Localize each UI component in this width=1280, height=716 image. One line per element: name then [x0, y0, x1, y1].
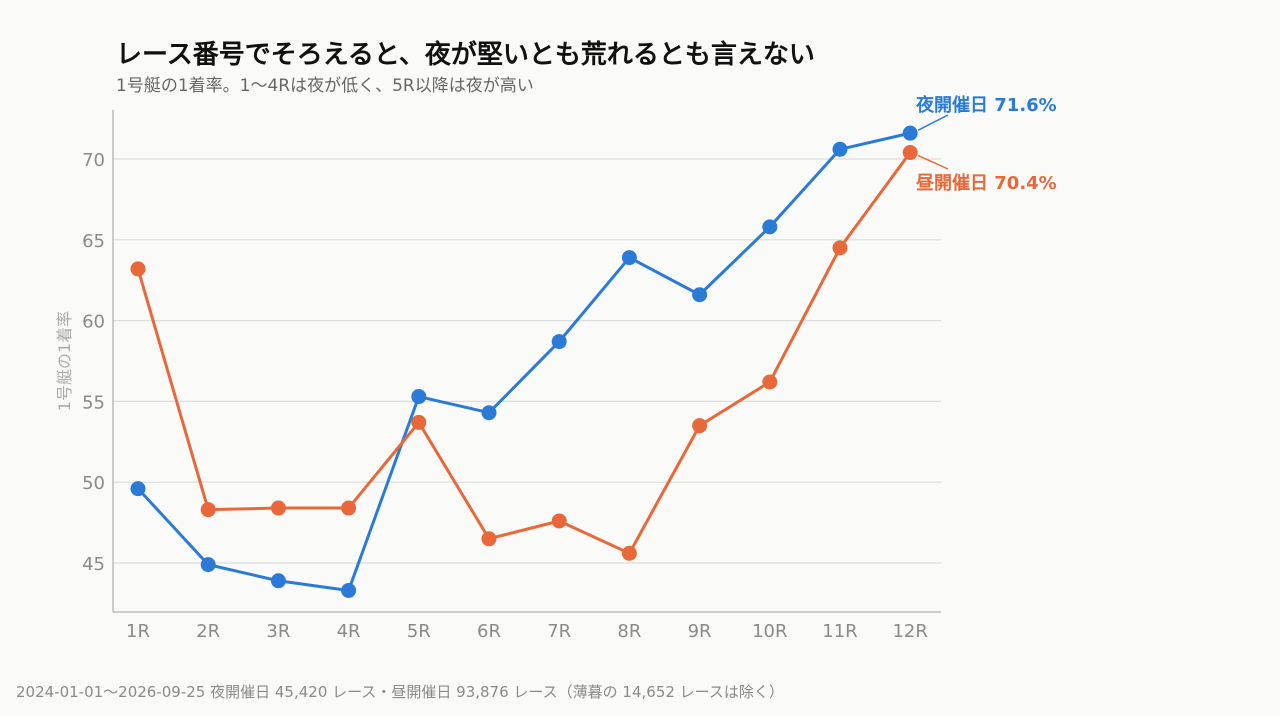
y-tick-label: 45: [82, 554, 105, 575]
y-tick-label: 50: [82, 473, 105, 494]
x-tick-label: 1R: [126, 621, 150, 642]
data-point: [551, 513, 567, 529]
data-point: [481, 405, 497, 421]
data-point: [200, 557, 216, 573]
data-point: [130, 261, 146, 277]
data-point: [411, 414, 427, 430]
y-tick-label: 55: [82, 392, 105, 413]
x-tick-label: 3R: [266, 621, 290, 642]
data-point: [551, 334, 567, 350]
data-point: [762, 219, 778, 235]
x-tick-label: 5R: [407, 621, 431, 642]
series-group: [130, 125, 918, 598]
data-point: [902, 125, 918, 141]
y-axis-label: 1号艇の1着率: [55, 311, 74, 411]
end-label-leader: [917, 114, 949, 131]
series-line: [136, 151, 912, 555]
data-point: [692, 418, 708, 434]
end-label-leader: [917, 154, 949, 170]
x-tick-label: 7R: [547, 621, 571, 642]
y-tick-label: 65: [82, 231, 105, 252]
end-labels: 夜開催日 71.6% 昼開催日 70.4%: [915, 94, 1057, 194]
data-point: [832, 141, 848, 157]
x-tick-label: 12R: [892, 621, 927, 642]
x-tick-label: 10R: [752, 621, 787, 642]
series-day: [130, 145, 918, 561]
data-point: [411, 389, 427, 405]
data-point: [621, 545, 637, 561]
series-line: [136, 131, 911, 592]
footer-note: 2024-01-01〜2026-09-25 夜開催日 45,420 レース・昼開…: [16, 683, 784, 701]
data-point: [902, 145, 918, 161]
x-tick-label: 9R: [688, 621, 712, 642]
x-tick-label: 6R: [477, 621, 501, 642]
x-tick-label: 2R: [196, 621, 220, 642]
data-point: [832, 240, 848, 256]
data-point: [481, 531, 497, 547]
data-point: [270, 500, 286, 516]
x-tick-label: 4R: [337, 621, 361, 642]
data-point: [621, 250, 637, 266]
grid-lines: [113, 158, 941, 564]
data-point: [762, 374, 778, 390]
x-tick-label: 11R: [822, 621, 857, 642]
data-point: [130, 481, 146, 497]
data-point: [341, 582, 357, 598]
chart-title: レース番号でそろえると、夜が堅いとも荒れるとも言えない: [116, 40, 815, 70]
axes: [112, 110, 941, 613]
series-end-label: 夜開催日 71.6%: [915, 94, 1057, 116]
series-night: [130, 125, 918, 598]
chart-subtitle: 1号艇の1着率。1〜4Rは夜が低く、5R以降は夜が高い: [116, 76, 534, 96]
data-point: [341, 500, 357, 516]
y-tick-labels: 45 50 55 60 65 70: [82, 150, 105, 575]
x-tick-labels: 1R 2R 3R 4R 5R 6R 7R 8R 9R 10R 11R 12R: [126, 621, 928, 642]
y-tick-label: 70: [82, 150, 105, 171]
data-point: [270, 573, 286, 589]
y-tick-label: 60: [82, 312, 105, 333]
x-tick-label: 8R: [617, 621, 641, 642]
data-point: [200, 502, 216, 518]
series-end-label: 昼開催日 70.4%: [916, 172, 1057, 194]
data-point: [692, 287, 708, 303]
